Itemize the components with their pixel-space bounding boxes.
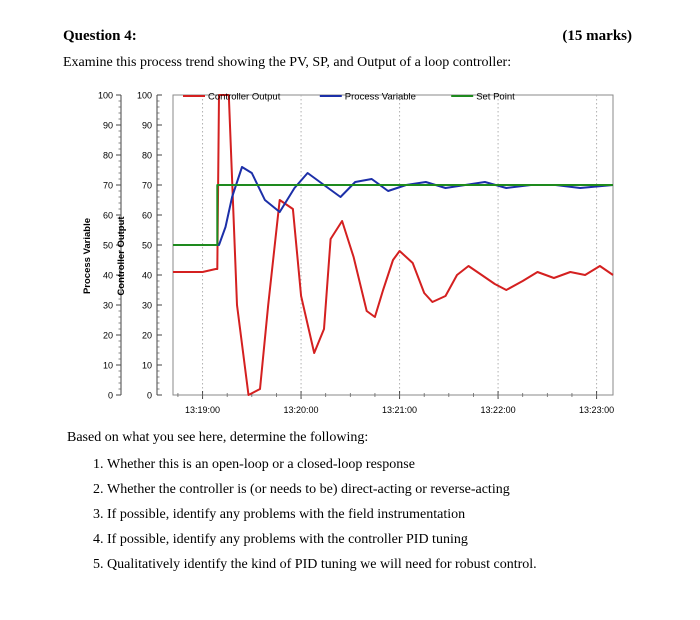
- pv-tick-label: 20: [103, 331, 113, 341]
- pv-tick-label: 90: [103, 121, 113, 131]
- process-trend-chart: 0 0 10 10 20 20 30 30 40 40 50 50 60 60 70 70 80 80 90 90 10…: [82, 91, 614, 416]
- legend: Controller Output Process Variable Set Poi…: [183, 92, 515, 103]
- co-tick-label: 30: [142, 301, 152, 311]
- pv-tick-label: 30: [103, 301, 113, 311]
- pv-tick-label: 80: [103, 151, 113, 161]
- set-point-legend-label: Set Point: [476, 92, 515, 103]
- co-tick-label: 80: [142, 151, 152, 161]
- co-tick-label: 10: [142, 361, 152, 371]
- co-tick-label: 0: [147, 391, 152, 401]
- time-gridlines: [202, 95, 598, 395]
- co-tick-label: 50: [142, 241, 152, 251]
- plot-frame: [172, 94, 614, 396]
- task-item-4: If possible, identify any problems with …: [107, 527, 537, 552]
- pv-tick-label: 70: [103, 181, 113, 191]
- set-point-line: [173, 184, 613, 246]
- time-tick-label: 13:20:00: [284, 405, 319, 415]
- question-intro: Examine this process trend showing the P…: [63, 55, 512, 70]
- pv-tick-label: 100: [98, 91, 113, 101]
- controller-output-line: [173, 94, 614, 396]
- time-tick-label: 13:19:00: [185, 405, 220, 415]
- question-marks: (15 marks): [562, 28, 632, 44]
- time-tick-label: 13:22:00: [481, 405, 516, 415]
- process-variable-legend-label: Process Variable: [345, 92, 416, 103]
- pv-tick-label: 50: [103, 241, 113, 251]
- left-axis-title: Process Variable: [82, 218, 93, 294]
- co-tick-label: 90: [142, 121, 152, 131]
- question-title: Question 4:: [63, 28, 137, 44]
- co-tick-label: 70: [142, 181, 152, 191]
- time-tick-label: 13:23:00: [579, 405, 614, 415]
- task-item-1: Whether this is an open-loop or a closed…: [107, 452, 537, 477]
- task-list: Whether this is an open-loop or a closed…: [83, 452, 537, 577]
- controller-output-legend-label: Controller Output: [208, 92, 281, 103]
- co-tick-label: 40: [142, 271, 152, 281]
- task-item-2: Whether the controller is (or needs to b…: [107, 477, 537, 502]
- pv-tick-label: 60: [103, 211, 113, 221]
- follow-up-text: Based on what you see here, determine th…: [67, 430, 369, 445]
- task-item-5: Qualitatively identify the kind of PID t…: [107, 552, 537, 577]
- right-axis-title: Controller Output: [116, 216, 127, 296]
- pv-tick-label: 10: [103, 361, 113, 371]
- pv-tick-label: 0: [108, 391, 113, 401]
- series-layer: [173, 94, 614, 396]
- pv-tick-label: 40: [103, 271, 113, 281]
- co-tick-label: 60: [142, 211, 152, 221]
- co-tick-label: 20: [142, 331, 152, 341]
- axes: 0 0 10 10 20 20 30 30 40 40 50 50 60 60 70 70 80 80 90 90 10…: [98, 91, 614, 416]
- process-variable-line: [173, 166, 614, 246]
- co-tick-label: 100: [137, 91, 152, 101]
- time-tick-label: 13:21:00: [382, 405, 417, 415]
- task-item-3: If possible, identify any problems with …: [107, 502, 537, 527]
